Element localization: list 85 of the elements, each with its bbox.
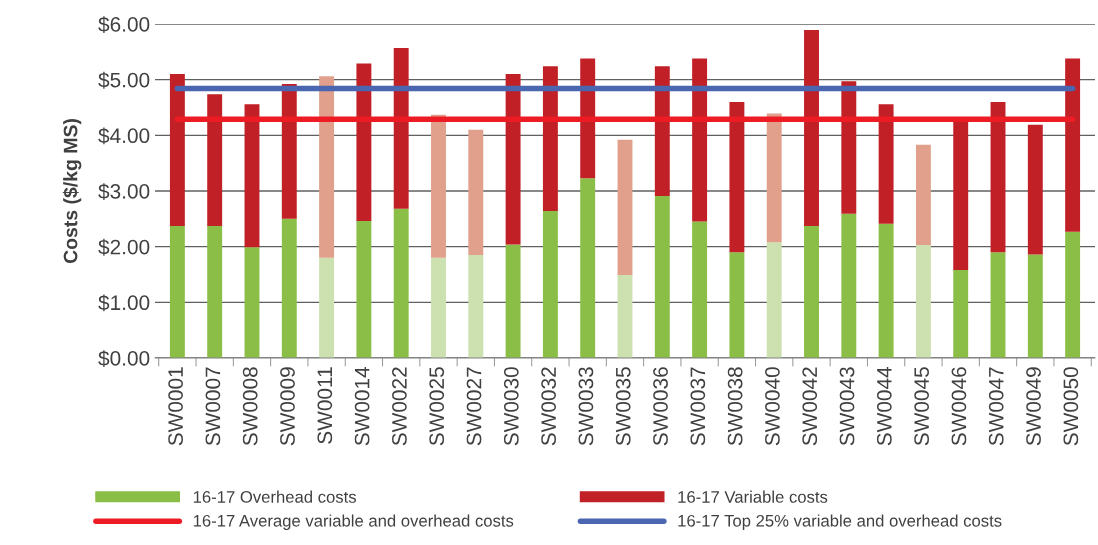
bar bbox=[990, 252, 1006, 358]
bar bbox=[580, 58, 596, 179]
y-tick-label: $0.00 bbox=[98, 350, 150, 367]
x-tick-label: SW0022 bbox=[392, 367, 407, 446]
y-tick-label: $5.00 bbox=[98, 71, 150, 89]
x-tick-label: SW0035 bbox=[615, 367, 631, 446]
x-tick-label: SW0014 bbox=[354, 366, 370, 446]
x-tick-label: SW0009 bbox=[280, 367, 295, 446]
x-tick-label: SW0042 bbox=[802, 367, 818, 446]
bar bbox=[878, 223, 894, 358]
bar bbox=[990, 101, 1006, 253]
bar bbox=[1027, 124, 1043, 255]
x-tick-label: SW0030 bbox=[503, 367, 519, 446]
bar bbox=[505, 244, 521, 358]
bar bbox=[207, 226, 223, 358]
bar bbox=[804, 226, 819, 358]
y-tick-label: $6.00 bbox=[98, 16, 150, 33]
bar bbox=[729, 252, 745, 358]
legend-label: 16-17 Variable costs bbox=[678, 490, 828, 503]
bar bbox=[207, 94, 223, 227]
bar bbox=[692, 58, 708, 222]
x-tick-label: SW0047 bbox=[988, 367, 1004, 446]
bar bbox=[878, 104, 894, 224]
y-tick-label: $3.00 bbox=[98, 183, 150, 200]
x-tick-label: SW0032 bbox=[541, 367, 556, 446]
legend-label: 16-17 Top 25% variable and overhead costs bbox=[678, 514, 1002, 530]
x-tick-label: SW0007 bbox=[205, 367, 221, 446]
y-axis-title: Costs ($/kg MS) bbox=[62, 119, 82, 264]
bar bbox=[617, 275, 633, 358]
bar bbox=[393, 47, 409, 209]
bar bbox=[580, 178, 596, 358]
bar bbox=[617, 139, 633, 276]
bar bbox=[244, 247, 260, 358]
x-tick-label: SW0036 bbox=[653, 367, 668, 446]
bar bbox=[953, 119, 969, 271]
x-tick-label: SW0025 bbox=[429, 367, 445, 446]
bar bbox=[729, 101, 745, 253]
y-tick-label: $1.00 bbox=[98, 294, 150, 312]
x-tick-label: SW0027 bbox=[466, 367, 482, 446]
bar bbox=[356, 63, 372, 222]
x-tick-label: SW0001 bbox=[168, 367, 183, 446]
bar bbox=[431, 114, 446, 258]
x-tick-label: SW0043 bbox=[839, 367, 855, 446]
bar bbox=[841, 213, 857, 358]
bar bbox=[468, 255, 484, 358]
bar bbox=[468, 129, 484, 256]
bar bbox=[356, 221, 372, 358]
y-tick-label: $2.00 bbox=[98, 238, 150, 256]
bar bbox=[1065, 58, 1081, 232]
bar bbox=[692, 221, 708, 358]
x-tick-label: SW0050 bbox=[1063, 367, 1079, 446]
x-tick-label: SW0033 bbox=[578, 367, 594, 446]
bar bbox=[393, 208, 409, 358]
bar bbox=[542, 66, 558, 212]
bar bbox=[169, 74, 185, 227]
x-tick-label: SW0049 bbox=[1026, 367, 1041, 446]
x-tick-label: SW0008 bbox=[242, 367, 258, 446]
x-tick-label: SW0046 bbox=[951, 367, 967, 446]
bar bbox=[1065, 231, 1081, 358]
bar bbox=[953, 270, 969, 358]
bar bbox=[804, 30, 819, 227]
x-tick-label: SW0038 bbox=[727, 367, 743, 446]
bar bbox=[169, 226, 185, 358]
bar bbox=[766, 113, 782, 243]
bar bbox=[319, 76, 335, 258]
bar bbox=[1027, 254, 1043, 358]
bar bbox=[654, 196, 670, 358]
bar bbox=[431, 257, 446, 358]
x-tick-label: SW0037 bbox=[690, 367, 706, 446]
bar bbox=[244, 104, 260, 248]
x-tick-label: SW0044 bbox=[876, 366, 892, 446]
x-tick-label: SW0011 bbox=[317, 367, 333, 444]
bar bbox=[542, 211, 558, 358]
bar bbox=[281, 218, 297, 358]
bar bbox=[915, 144, 931, 245]
bar bbox=[281, 84, 297, 219]
bar bbox=[505, 74, 521, 245]
y-tick-label: $4.00 bbox=[98, 127, 150, 145]
bar bbox=[319, 257, 335, 358]
x-tick-label: SW0040 bbox=[765, 367, 780, 446]
legend-label: 16-17 Average variable and overhead costs bbox=[193, 514, 514, 530]
bar bbox=[915, 245, 931, 358]
x-tick-label: SW0045 bbox=[914, 367, 930, 446]
legend-label: 16-17 Overhead costs bbox=[193, 490, 356, 503]
bar bbox=[766, 242, 782, 358]
